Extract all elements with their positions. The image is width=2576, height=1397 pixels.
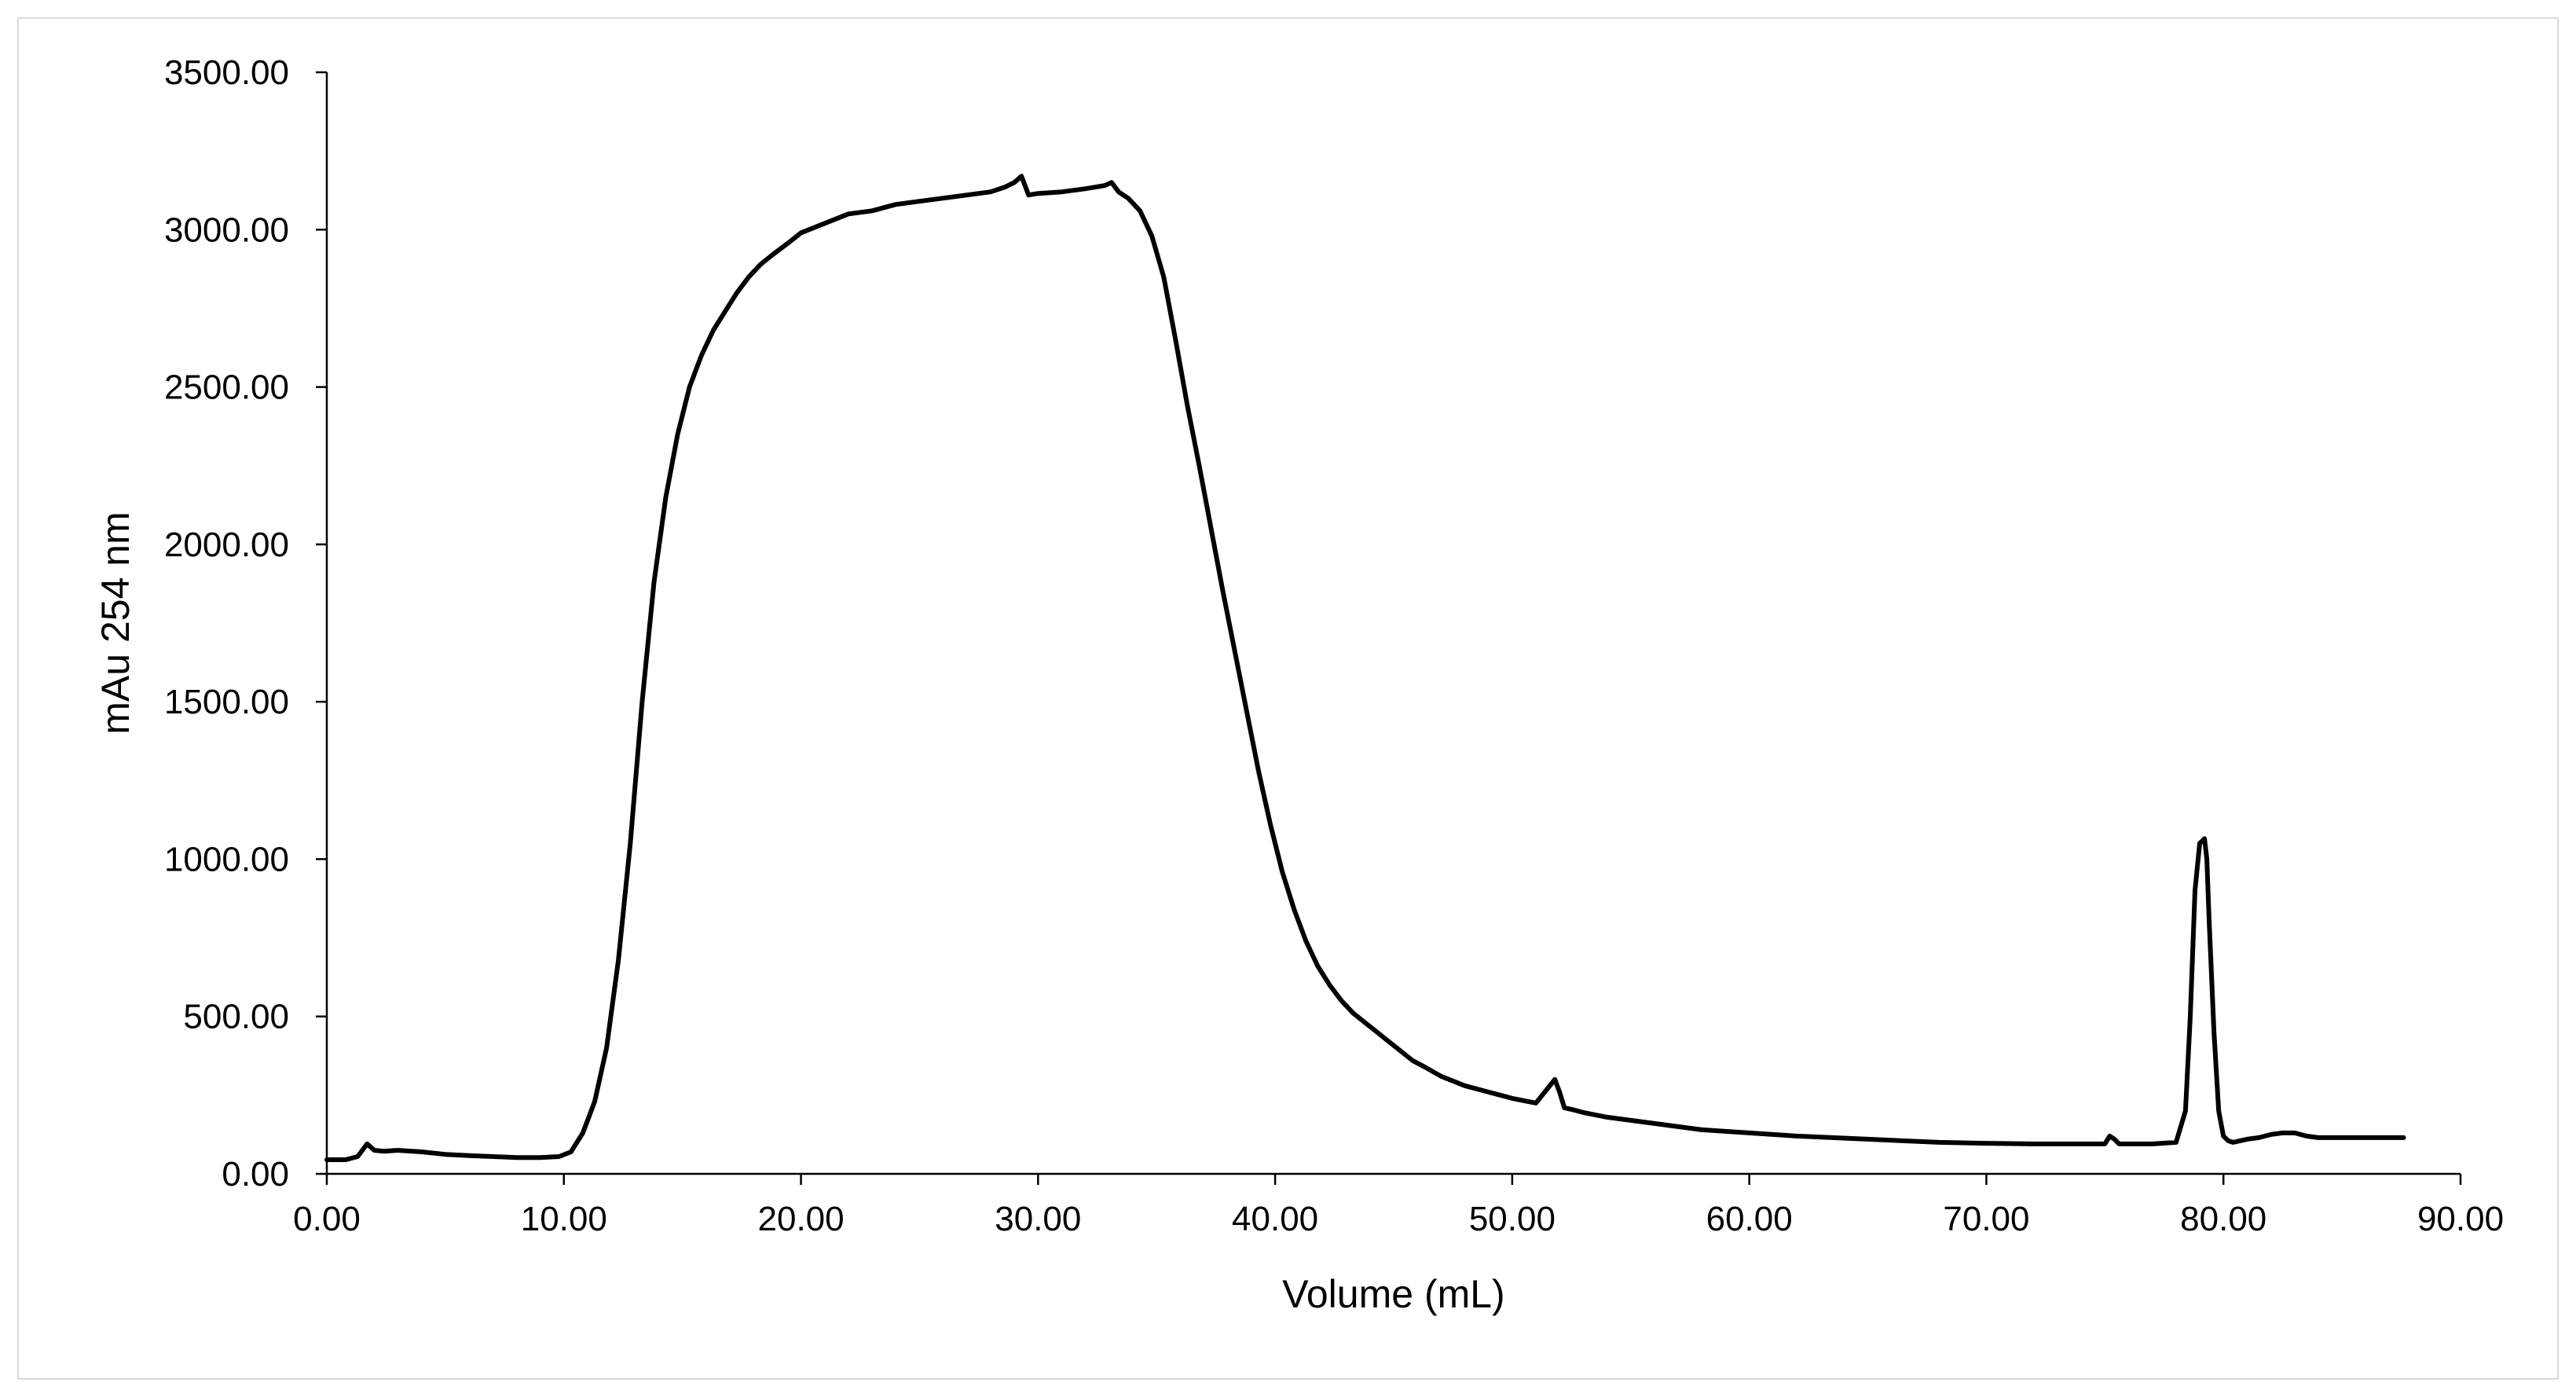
y-tick-label: 500.00 <box>183 998 289 1036</box>
x-tick-label: 80.00 <box>2180 1200 2266 1238</box>
x-tick-label: 20.00 <box>758 1200 845 1238</box>
y-tick-label: 3000.00 <box>164 211 289 249</box>
y-tick-label: 1000.00 <box>164 840 289 878</box>
series-layer <box>324 174 2406 1162</box>
series-line-0 <box>324 174 2406 1162</box>
x-tick-label: 60.00 <box>1706 1200 1793 1238</box>
y-tick-label: 2500.00 <box>164 368 289 407</box>
x-tick-label: 0.00 <box>293 1200 361 1238</box>
ticks-layer: 0.00 500.00 1000.00 1500.00 2000.00 2500.00 30… <box>164 53 2504 1238</box>
y-tick-label: 0.00 <box>222 1155 289 1194</box>
y-tick-label: 1500.00 <box>164 683 289 721</box>
y-axis-title: mAu 254 nm <box>93 512 137 734</box>
axes-layer <box>325 72 2461 1175</box>
x-tick-label: 70.00 <box>1943 1200 2029 1238</box>
x-tick-label: 50.00 <box>1469 1200 1555 1238</box>
x-tick-label: 40.00 <box>1232 1200 1318 1238</box>
x-tick-label: 30.00 <box>995 1200 1081 1238</box>
y-tick-label: 3500.00 <box>164 53 289 92</box>
chart-frame: 0.00 500.00 1000.00 1500.00 2000.00 2500.00 30… <box>17 17 2559 1380</box>
x-axis-title: Volume (mL) <box>1282 1272 1504 1316</box>
y-tick-label: 2000.00 <box>164 526 289 564</box>
chromatogram-chart: 0.00 500.00 1000.00 1500.00 2000.00 2500.00 30… <box>93 53 2504 1316</box>
x-tick-label: 10.00 <box>521 1200 607 1238</box>
x-tick-label: 90.00 <box>2417 1200 2504 1238</box>
